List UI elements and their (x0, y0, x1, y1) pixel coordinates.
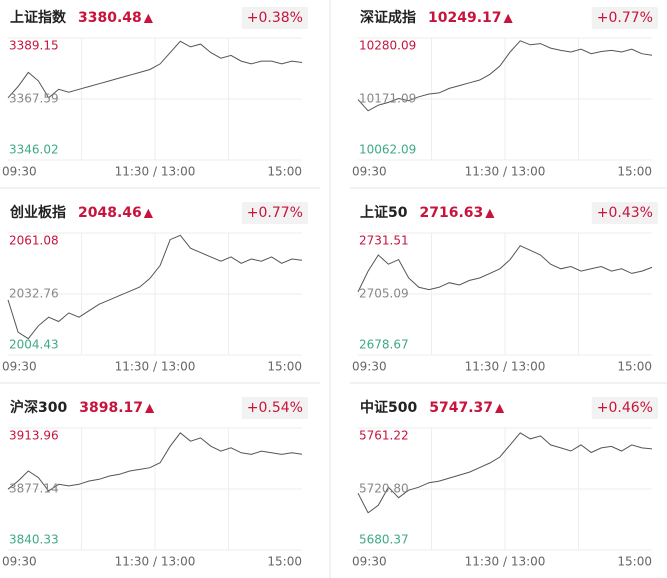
change-percent: +0.77% (247, 205, 303, 221)
x-tick-label: 09:30 (352, 360, 387, 374)
index-name: 创业板指 (9, 204, 66, 221)
x-tick-label: 15:00 (617, 165, 652, 179)
change-percent: +0.38% (247, 10, 303, 26)
change-badge (241, 202, 308, 224)
index-name: 沪深300 (10, 399, 67, 416)
index-price: 2048.46 (78, 205, 142, 221)
y-tick-label: 5761.22 (359, 429, 409, 443)
price-line (357, 432, 653, 514)
index-price: 2716.63 (419, 205, 483, 221)
y-tick-label: 3877.14 (9, 482, 59, 496)
y-tick-label: 10280.09 (359, 39, 416, 53)
index-price: 3380.48 (78, 10, 142, 26)
change-percent: +0.43% (597, 205, 653, 221)
y-tick-label: 3389.15 (9, 39, 59, 53)
y-tick-label: 2678.67 (359, 338, 409, 352)
y-tick-label: 5720.80 (359, 481, 409, 495)
y-tick-label: 10062.09 (359, 143, 416, 157)
price-line (357, 245, 653, 293)
change-badge (591, 202, 658, 224)
x-tick-label: 09:30 (2, 360, 37, 374)
change-badge (591, 397, 658, 419)
y-tick-label: 5680.37 (359, 533, 409, 547)
index-name: 中证500 (360, 399, 417, 416)
index-name: 上证指数 (10, 9, 67, 26)
y-tick-label: 3346.02 (9, 143, 59, 157)
y-tick-label: 2061.08 (9, 234, 59, 248)
price-line (7, 432, 303, 492)
index-price: 5747.37 (429, 400, 493, 416)
x-tick-label: 11:30 / 13:00 (115, 360, 196, 374)
up-arrow: ▲ (495, 401, 505, 415)
change-percent: +0.46% (597, 400, 653, 416)
y-tick-label: 10171.09 (359, 92, 416, 106)
index-price: 3898.17 (79, 400, 143, 416)
x-tick-label: 11:30 / 13:00 (465, 555, 546, 569)
y-tick-label: 2004.43 (9, 338, 59, 352)
change-percent: +0.77% (597, 10, 653, 26)
index-name: 上证50 (360, 205, 408, 221)
x-tick-label: 11:30 / 13:00 (115, 165, 196, 179)
change-badge (241, 7, 308, 29)
y-tick-label: 3913.96 (9, 429, 59, 443)
up-arrow: ▲ (145, 401, 155, 415)
up-arrow: ▲ (485, 206, 495, 220)
change-badge (241, 397, 308, 419)
x-tick-label: 11:30 / 13:00 (115, 555, 196, 569)
change-badge (591, 7, 658, 29)
change-percent: +0.54% (247, 400, 303, 416)
y-tick-label: 2705.09 (359, 287, 409, 301)
x-tick-label: 11:30 / 13:00 (465, 165, 546, 179)
x-tick-label: 15:00 (267, 555, 302, 569)
y-tick-label: 2032.76 (9, 286, 59, 300)
x-tick-label: 11:30 / 13:00 (465, 360, 546, 374)
price-line (357, 40, 653, 112)
x-tick-label: 15:00 (267, 165, 302, 179)
x-tick-label: 15:00 (617, 555, 652, 569)
y-tick-label: 2731.51 (359, 234, 409, 248)
x-tick-label: 15:00 (267, 360, 302, 374)
up-arrow: ▲ (144, 11, 154, 25)
x-tick-label: 09:30 (2, 165, 37, 179)
x-tick-label: 09:30 (2, 555, 37, 569)
index-price: 10249.17 (428, 10, 502, 26)
x-tick-label: 09:30 (352, 165, 387, 179)
index-name: 深证成指 (360, 9, 416, 26)
x-tick-label: 15:00 (617, 360, 652, 374)
up-arrow: ▲ (504, 11, 514, 25)
y-tick-label: 3840.33 (9, 533, 59, 547)
up-arrow: ▲ (144, 206, 154, 220)
y-tick-label: 3367.59 (9, 91, 59, 105)
x-tick-label: 09:30 (352, 555, 387, 569)
price-line (7, 234, 303, 340)
price-line (7, 40, 303, 99)
